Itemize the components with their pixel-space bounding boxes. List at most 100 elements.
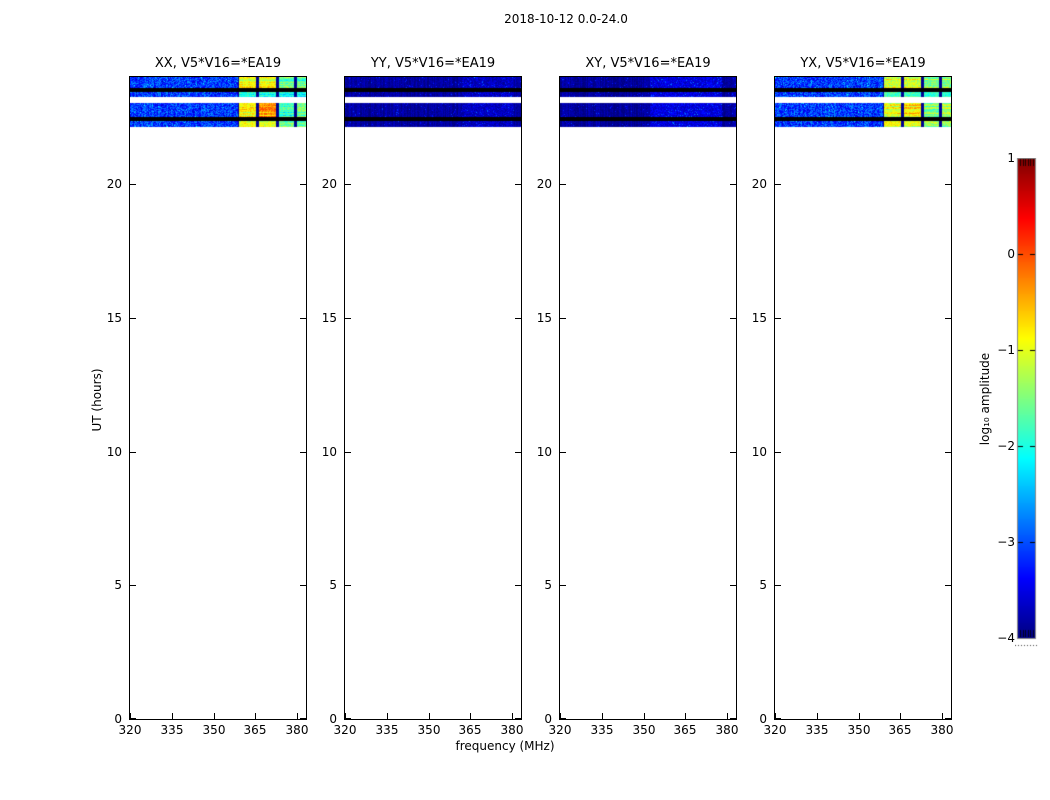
x-tick-label: 365 (888, 723, 912, 737)
x-tick-label: 350 (417, 723, 441, 737)
x-tick-label: 335 (375, 723, 399, 737)
x-tick-label: 335 (160, 723, 184, 737)
x-tick-label: 320 (333, 723, 357, 737)
heatmap-canvas-yx (775, 77, 951, 719)
x-tick-label: 350 (847, 723, 871, 737)
y-tick-right (515, 585, 521, 586)
y-tick-label: 5 (329, 578, 337, 592)
y-tick-left (130, 452, 136, 453)
y-tick-left (560, 318, 566, 319)
y-tick-label: 15 (751, 311, 767, 325)
panel-title-yx: YX, V5*V16=*EA19 (800, 56, 926, 71)
x-tick (429, 713, 430, 719)
y-tick-label: 10 (751, 445, 767, 459)
colorbar-tick-label: 1 (1007, 151, 1015, 165)
x-tick (560, 713, 561, 719)
y-tick-right (945, 718, 951, 719)
y-tick-right (300, 452, 306, 453)
y-tick-left (775, 452, 781, 453)
y-tick-right (300, 718, 306, 719)
x-tick (817, 713, 818, 719)
y-tick-left (775, 718, 781, 719)
y-tick-right (730, 452, 736, 453)
x-tick-label: 380 (930, 723, 954, 737)
y-tick-left (345, 585, 351, 586)
y-tick-left (345, 318, 351, 319)
y-tick-right (515, 452, 521, 453)
colorbar-tick-label: −3 (997, 535, 1015, 549)
x-tick (512, 713, 513, 719)
y-tick-left (130, 718, 136, 719)
y-tick-label: 0 (759, 712, 767, 726)
x-tick (130, 713, 131, 719)
y-tick-right (515, 318, 521, 319)
panel-title-xx: XX, V5*V16=*EA19 (154, 56, 282, 71)
x-tick (685, 713, 686, 719)
y-tick-right (945, 184, 951, 185)
heatmap-canvas-yy (345, 77, 521, 719)
y-tick-label: 20 (106, 177, 122, 191)
y-tick-right (515, 184, 521, 185)
colorbar-tick-label: −2 (997, 439, 1015, 453)
heatmap-canvas-xy (560, 77, 736, 719)
panel-title-xy: XY, V5*V16=*EA19 (585, 56, 711, 71)
x-tick (470, 713, 471, 719)
y-tick-label: 20 (751, 177, 767, 191)
y-tick-label: 20 (321, 177, 337, 191)
y-tick-right (730, 184, 736, 185)
colorbar-tick-label: 0 (1007, 247, 1015, 261)
x-tick-label: 380 (285, 723, 309, 737)
colorbar-tick-label: −1 (997, 343, 1015, 357)
x-tick-label: 350 (202, 723, 226, 737)
y-tick-right (730, 318, 736, 319)
y-tick-right (945, 318, 951, 319)
x-tick-label: 365 (458, 723, 482, 737)
x-tick (644, 713, 645, 719)
x-tick (297, 713, 298, 719)
y-tick-left (560, 452, 566, 453)
y-tick-left (560, 718, 566, 719)
y-tick-label: 15 (106, 311, 122, 325)
y-tick-left (130, 318, 136, 319)
y-tick-left (775, 585, 781, 586)
y-tick-right (300, 585, 306, 586)
y-tick-left (560, 585, 566, 586)
x-tick-label: 365 (673, 723, 697, 737)
x-tick-label: 320 (548, 723, 572, 737)
x-tick (900, 713, 901, 719)
x-tick-label: 335 (805, 723, 829, 737)
y-tick-right (730, 718, 736, 719)
x-tick (775, 713, 776, 719)
x-tick (727, 713, 728, 719)
colorbar-canvas (1015, 158, 1039, 650)
y-tick-right (945, 585, 951, 586)
y-tick-label: 15 (321, 311, 337, 325)
y-tick-label: 0 (114, 712, 122, 726)
x-axis-label: frequency (MHz) (455, 739, 555, 753)
x-tick (172, 713, 173, 719)
y-tick-left (560, 184, 566, 185)
y-tick-label: 5 (759, 578, 767, 592)
x-tick (602, 713, 603, 719)
y-tick-label: 20 (536, 177, 552, 191)
x-tick (255, 713, 256, 719)
x-tick (214, 713, 215, 719)
y-tick-left (345, 452, 351, 453)
y-tick-label: 15 (536, 311, 552, 325)
colorbar-tick-label: −4 (997, 631, 1015, 645)
heatmap-canvas-xx (130, 77, 306, 719)
y-tick-label: 0 (329, 712, 337, 726)
x-tick (942, 713, 943, 719)
y-tick-right (730, 585, 736, 586)
y-tick-left (775, 184, 781, 185)
y-tick-right (515, 718, 521, 719)
y-tick-label: 5 (114, 578, 122, 592)
y-tick-label: 10 (321, 445, 337, 459)
panel-title-yy: YY, V5*V16=*EA19 (370, 56, 496, 71)
y-tick-left (345, 184, 351, 185)
y-tick-label: 10 (536, 445, 552, 459)
x-tick-label: 380 (715, 723, 739, 737)
y-tick-left (130, 585, 136, 586)
